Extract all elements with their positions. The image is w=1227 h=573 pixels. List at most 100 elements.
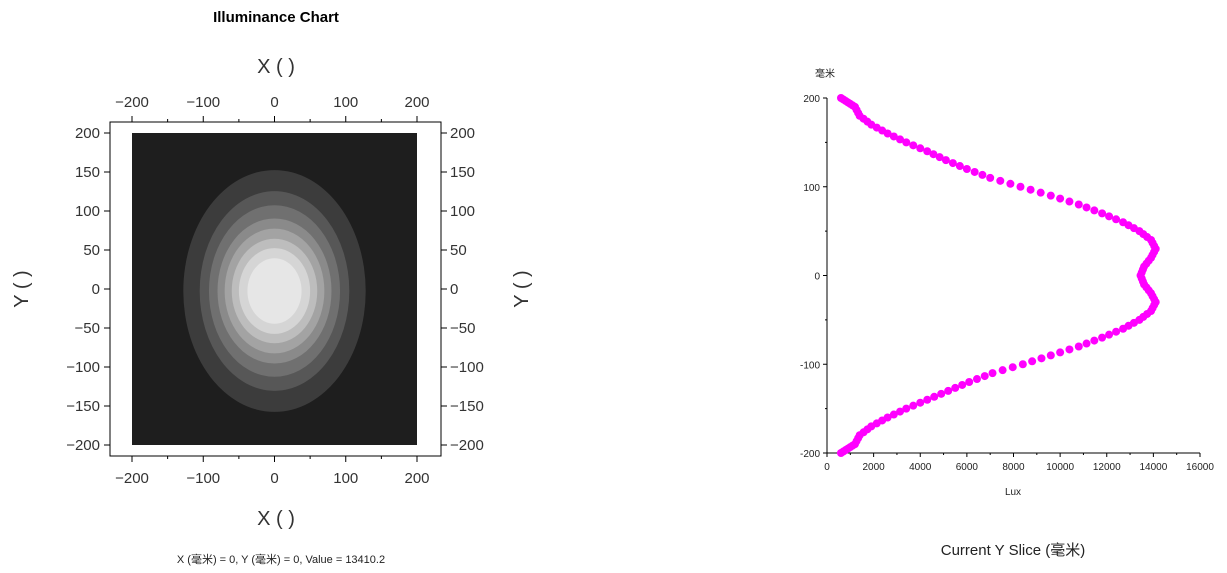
slice-point [944, 386, 953, 395]
right-y-tick-label: 150 [450, 164, 475, 181]
right-y-tick-label: −200 [450, 437, 484, 454]
slice-point [951, 383, 960, 392]
slice-point [916, 398, 925, 407]
slice-point [1105, 212, 1114, 221]
left-y-tick-label: 0 [92, 281, 100, 298]
slice-y-tick-label: 0 [814, 272, 820, 283]
illuminance-chart: Illuminance Chart X ( ) X ( ) Y ( ) Y ( … [11, 9, 533, 566]
slice-y-tick-label: -200 [800, 449, 820, 460]
top-x-axis-label: X ( ) [257, 56, 295, 78]
slice-point [1016, 182, 1025, 191]
chart-title: Illuminance Chart [213, 9, 339, 26]
bottom-x-tick-label: 0 [270, 470, 278, 487]
right-y-tick-label: −100 [450, 359, 484, 376]
slice-point [1074, 200, 1083, 209]
slice-point [889, 410, 898, 419]
right-y-axis-label: Y ( ) [511, 270, 533, 307]
slice-point [1056, 194, 1065, 203]
illuminance-contours [183, 170, 366, 412]
slice-point [1008, 363, 1017, 372]
slice-x-tick-label: 14000 [1139, 462, 1167, 473]
slice-chart-ticks: 0 2000 4000 6000 8000 10000 12000 14000 16000 200… [800, 94, 1214, 473]
bottom-x-tick-label: 200 [404, 470, 429, 487]
slice-y-tick-label: 200 [803, 94, 820, 105]
left-y-tick-label: −200 [66, 437, 100, 454]
slice-point [980, 372, 989, 381]
top-x-tick-label: −100 [186, 94, 220, 111]
slice-point [1112, 215, 1121, 224]
slice-x-tick-label: 16000 [1186, 462, 1214, 473]
slice-point [836, 94, 845, 102]
slice-point [962, 165, 971, 173]
slice-point [923, 395, 932, 404]
slice-point [909, 401, 918, 410]
left-y-tick-label: 200 [75, 125, 100, 142]
slice-point [1056, 348, 1065, 357]
slice-point [916, 144, 925, 153]
slice-point [988, 369, 997, 378]
slice-point [1046, 191, 1055, 200]
slice-point [935, 153, 944, 162]
slice-point [929, 150, 938, 159]
slice-point [1082, 203, 1091, 212]
top-x-tick-label: 100 [333, 94, 358, 111]
slice-point [958, 380, 967, 389]
slice-point [978, 170, 987, 179]
slice-point [955, 162, 964, 171]
top-x-tick-label: 0 [270, 94, 278, 111]
slice-point [1028, 357, 1037, 366]
slice-point [1098, 209, 1107, 218]
slice-x-tick-label: 2000 [863, 462, 886, 473]
slice-point [1026, 185, 1035, 194]
slice-point [902, 138, 911, 147]
slice-point [996, 176, 1005, 185]
slice-point [948, 159, 957, 168]
slice-x-tick-label: 6000 [956, 462, 979, 473]
top-x-tick-label: 200 [404, 94, 429, 111]
right-y-tick-label: 100 [450, 203, 475, 220]
slice-point [1082, 339, 1091, 348]
slice-point [909, 141, 918, 150]
slice-point [986, 173, 995, 182]
slice-x-tick-label: 10000 [1046, 462, 1074, 473]
slice-y-tick-label: -100 [800, 360, 820, 371]
slice-point [1098, 333, 1107, 342]
slice-point [1112, 327, 1121, 336]
slice-point [930, 392, 939, 401]
right-y-tick-label: 50 [450, 242, 467, 259]
y-unit-label: 毫米 [815, 67, 835, 80]
left-y-tick-label: −100 [66, 359, 100, 376]
slice-point [1036, 188, 1045, 197]
bottom-x-tick-label: 100 [333, 470, 358, 487]
slice-x-tick-label: 12000 [1093, 462, 1121, 473]
slice-point [970, 167, 979, 176]
slice-point [1090, 206, 1099, 215]
slice-x-tick-label: 8000 [1002, 462, 1025, 473]
top-x-tick-label: −200 [115, 94, 149, 111]
right-y-tick-label: −50 [450, 320, 475, 337]
y-slice-chart: 毫米 0 2000 4000 6000 8000 10000 12000 14000 16000… [800, 67, 1214, 559]
slice-x-tick-label: 4000 [909, 462, 932, 473]
slice-caption: Current Y Slice (毫米) [941, 541, 1086, 559]
slice-point [1105, 330, 1114, 339]
slice-point [1006, 179, 1015, 188]
slice-point [1037, 354, 1046, 363]
slice-point [941, 156, 950, 165]
slice-point [1074, 342, 1083, 351]
left-y-tick-label: 100 [75, 203, 100, 220]
left-y-axis-label: Y ( ) [11, 270, 33, 307]
slice-point [1046, 351, 1055, 360]
slice-point [889, 132, 898, 141]
x-axis-label-lux: Lux [1005, 487, 1021, 498]
slice-point [998, 366, 1007, 375]
contour-level-8 [247, 258, 302, 324]
slice-point [1090, 336, 1099, 345]
slice-point [923, 147, 932, 156]
left-y-tick-label: 150 [75, 164, 100, 181]
slice-point [965, 378, 974, 386]
slice-point [902, 404, 911, 413]
slice-point [1065, 197, 1074, 206]
bottom-x-axis-label: X ( ) [257, 508, 295, 530]
slice-point [1119, 218, 1128, 227]
slice-point [972, 375, 981, 384]
